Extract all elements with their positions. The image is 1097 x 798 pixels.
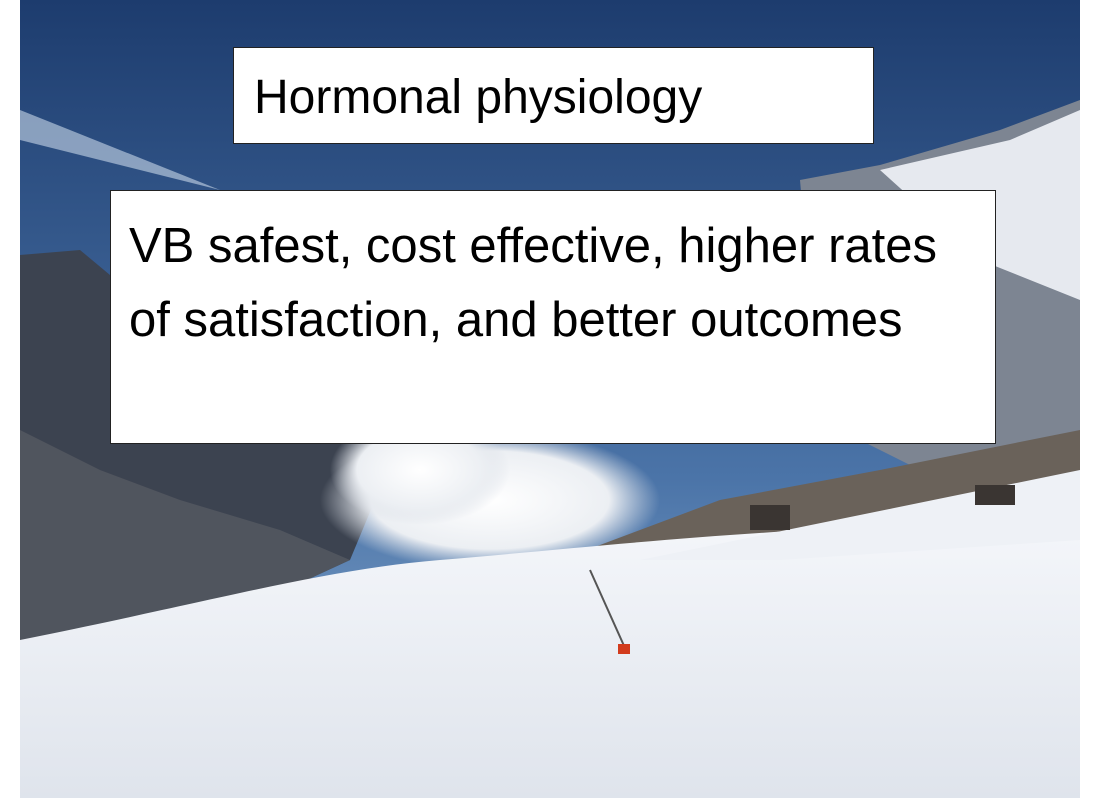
body-text: VB safest, cost effective, higher rates …: [110, 190, 996, 444]
slide: Hormonal physiology VB safest, cost effe…: [0, 0, 1097, 798]
title: Hormonal physiology: [233, 47, 874, 144]
